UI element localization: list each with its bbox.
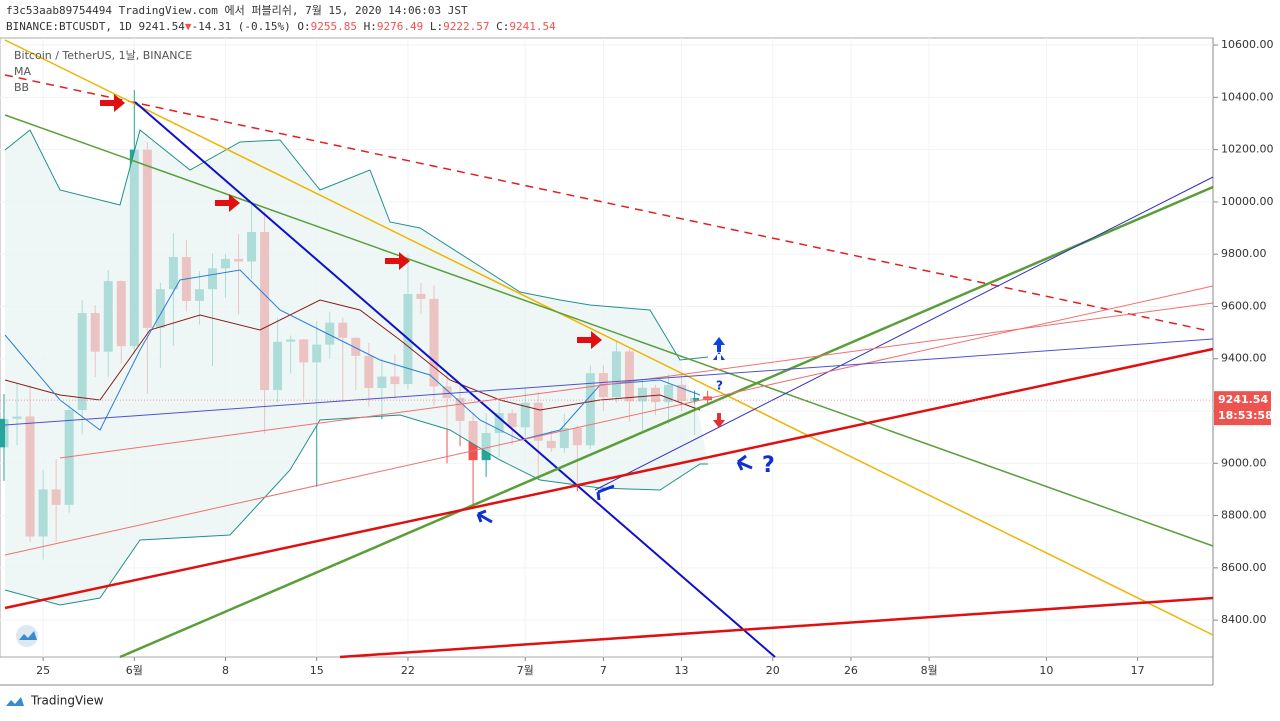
price-tag-box [1214, 391, 1271, 426]
y-tick-label: 8400.00 [1221, 613, 1267, 626]
x-tick-label: 20 [766, 664, 780, 677]
trend-line [4, 338, 1214, 426]
c-value: 9241.54 [509, 20, 556, 33]
x-tick-label: 25 [36, 664, 50, 677]
blue-arrow [476, 509, 493, 524]
blue-arrow [596, 484, 615, 501]
x-tick-label: 8월 [921, 664, 938, 677]
ma-line [4, 299, 701, 411]
blue-arrow [736, 454, 753, 471]
y-tick-label: 8600.00 [1221, 561, 1267, 574]
logo [16, 625, 38, 647]
y-tick-label: 10200.00 [1221, 143, 1274, 156]
x-tick-label: 13 [675, 664, 689, 677]
annotation: ? [716, 379, 723, 393]
basis-line [4, 269, 701, 441]
y-tick-label: 9400.00 [1221, 352, 1267, 365]
x-tick-label: 26 [844, 664, 858, 677]
l-label: L: [430, 20, 443, 33]
change: -14.31 (-0.15%) [191, 20, 290, 33]
y-tick-label: 8800.00 [1221, 509, 1267, 522]
y-tick-label: 9600.00 [1221, 299, 1267, 312]
trend-line [4, 114, 1214, 547]
trend-line [4, 39, 1214, 636]
trend-line [4, 285, 1214, 556]
h-label: H: [364, 20, 377, 33]
arrow [215, 194, 240, 212]
footer-logo [6, 697, 24, 706]
red-arrows [100, 94, 602, 349]
arrow [100, 94, 125, 112]
x-tick-label: 15 [310, 664, 324, 677]
bollinger-lower [4, 414, 708, 606]
trend-line [4, 347, 1214, 610]
y-tick-label: 9000.00 [1221, 456, 1267, 469]
candle-body [690, 397, 700, 402]
trend-line [594, 176, 1214, 491]
trend-line [119, 185, 1214, 659]
x-tick-label: 7월 [517, 664, 534, 677]
candle-body [0, 418, 9, 448]
symbol: BINANCE:BTCUSDT, 1D [6, 20, 132, 33]
bollinger-fill [5, 130, 708, 605]
publish-info: f3c53aab89754494 TradingView.com 에서 퍼블리쉬… [6, 4, 468, 17]
x-tick-label: 6월 [126, 664, 143, 677]
logo-mark [19, 631, 37, 640]
y-tick-label: 10400.00 [1221, 90, 1274, 103]
trend-line [4, 74, 1206, 331]
change-arrow: ▼ [185, 20, 192, 33]
arrow [385, 252, 410, 270]
y-tick-label: 10000.00 [1221, 195, 1274, 208]
o-value: 9255.85 [311, 20, 357, 33]
l-value: 9222.57 [443, 20, 489, 33]
legend-title: Bitcoin / TetherUS, 1날, BINANCE [14, 49, 192, 62]
x-tick-label: 10 [1039, 664, 1053, 677]
legend-bb: BB [14, 81, 29, 94]
price-tag: 9241.54 [1218, 393, 1268, 406]
last: 9241.54 [138, 20, 185, 33]
annotation: ? [762, 453, 775, 478]
o-label: O: [297, 20, 310, 33]
x-tick-label: 17 [1131, 664, 1145, 677]
logo-circle [16, 625, 38, 647]
y-tick-label: 10600.00 [1221, 38, 1274, 51]
up-arrow [713, 352, 725, 360]
plot-layer [4, 39, 1214, 659]
trend-line [339, 596, 1214, 659]
up-arrow [713, 337, 725, 352]
footer-brand: TradingView [30, 694, 104, 708]
y-tick-label: 9800.00 [1221, 247, 1267, 260]
arrow [577, 331, 602, 349]
c-label: C: [496, 20, 509, 33]
legend-ma: MA [14, 65, 31, 78]
bollinger-upper [4, 129, 709, 361]
h-value: 9276.49 [377, 20, 423, 33]
x-tick-label: 7 [600, 664, 607, 677]
ohlc-line: BINANCE:BTCUSDT, 1D 9241.54▼-14.31 (-0.1… [6, 20, 556, 33]
countdown: 18:53:58 [1218, 409, 1273, 422]
down-arrow [713, 413, 725, 428]
x-tick-label: 22 [401, 664, 415, 677]
x-tick-label: 8 [222, 664, 229, 677]
trend-line [134, 101, 776, 658]
